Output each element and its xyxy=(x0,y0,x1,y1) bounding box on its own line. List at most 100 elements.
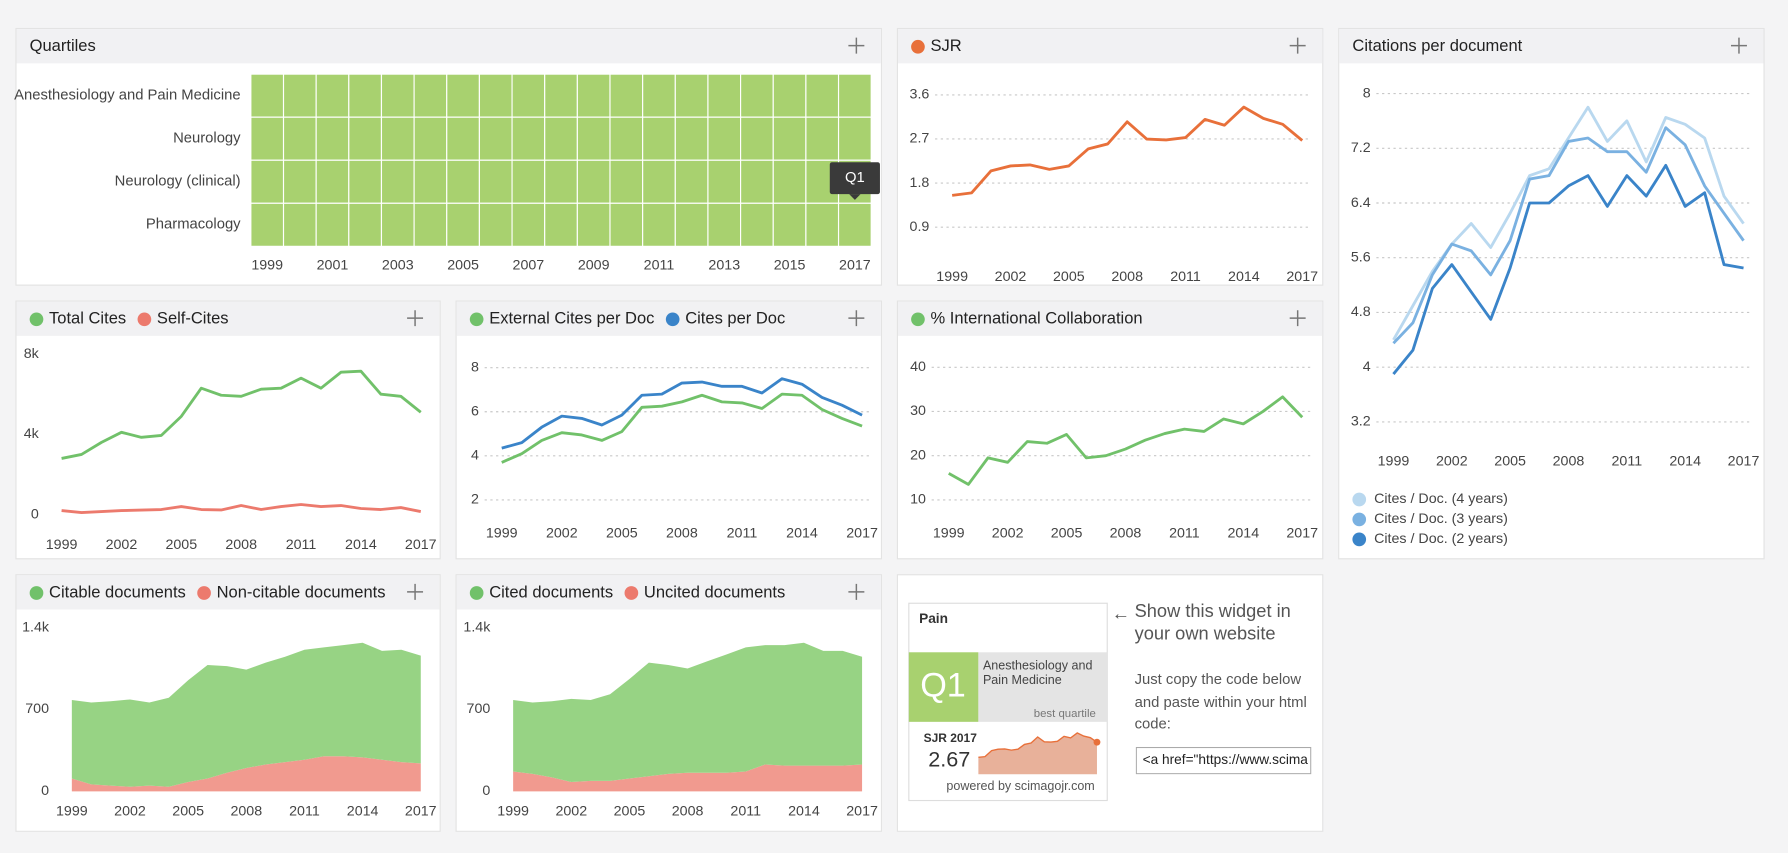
legend-label: Self-Cites xyxy=(157,309,229,328)
heat-cell xyxy=(837,116,872,161)
heat-cell xyxy=(740,159,774,204)
tooltip-text: Q1 xyxy=(845,170,865,186)
x-tick-label: 2005 xyxy=(614,804,646,820)
legend-swatch xyxy=(665,312,680,327)
line-series xyxy=(61,503,422,515)
panel-header xyxy=(1339,29,1764,64)
expand-icon xyxy=(848,37,865,54)
heat-cell xyxy=(250,159,285,204)
area-series xyxy=(513,764,863,792)
x-tick-label: 2005 xyxy=(1051,525,1083,541)
widget-panel: Pain Q1 Anesthesiology and Pain Medicine… xyxy=(896,574,1324,832)
y-tick-label: 5.6 xyxy=(1351,250,1371,266)
x-tick-label: 2014 xyxy=(786,525,818,541)
legend-swatch xyxy=(911,39,925,54)
x-tick-label: 2014 xyxy=(345,537,377,553)
x-tick-label: 2011 xyxy=(727,525,758,541)
x-tick-label: 2015 xyxy=(774,257,806,273)
heat-cell xyxy=(315,116,350,161)
heat-cell xyxy=(642,202,676,247)
heat-cell xyxy=(315,202,350,247)
x-tick-label: 2005 xyxy=(172,804,204,820)
x-tick-label: 2007 xyxy=(513,257,545,273)
line-series xyxy=(61,369,422,460)
y-tick-label: 0 xyxy=(482,783,490,799)
heat-cell xyxy=(544,116,578,161)
panel-title: Citations per document xyxy=(1352,36,1522,55)
heat-cell xyxy=(413,73,448,118)
x-tick-label: 2014 xyxy=(347,804,379,820)
expand-icon xyxy=(1730,37,1747,54)
x-tick-label: 2002 xyxy=(995,269,1027,285)
widget-journal: Pain xyxy=(919,611,948,626)
heat-cell xyxy=(250,73,285,118)
panel: Citable documents Non-citable documents 0 7… xyxy=(15,574,441,832)
heat-cell xyxy=(740,202,774,247)
category-wrap: Anesthesiology and Pain Medicine xyxy=(982,659,1093,688)
category-box xyxy=(978,652,1108,722)
heat-cell xyxy=(772,159,807,204)
heat-cell xyxy=(837,202,872,247)
heat-cell xyxy=(348,116,383,161)
heat-cell xyxy=(446,159,480,204)
sparkline-end xyxy=(1093,738,1101,746)
heat-cell xyxy=(413,116,448,161)
legend-swatch xyxy=(1352,532,1367,547)
heat-cell xyxy=(544,159,578,204)
x-tick-label: 2008 xyxy=(666,525,698,541)
panel-body xyxy=(896,27,1324,286)
x-tick-label: 1999 xyxy=(933,525,965,541)
line-series xyxy=(1392,126,1745,345)
x-tick-label: 2011 xyxy=(730,804,761,820)
heat-cell xyxy=(609,159,644,204)
y-tick-label: 8k xyxy=(24,346,40,362)
heat-cell xyxy=(837,73,872,118)
heat-cell xyxy=(315,159,350,204)
x-tick-label: 2017 xyxy=(405,804,437,820)
x-tick-label: 1999 xyxy=(251,257,283,273)
x-tick-label: 2017 xyxy=(1286,269,1318,285)
x-tick-label: 2002 xyxy=(555,804,587,820)
y-tick-label: 30 xyxy=(910,403,926,419)
heat-cell xyxy=(707,159,742,204)
panel-header xyxy=(16,575,440,610)
legend-swatch xyxy=(137,312,152,327)
x-tick-label: 2002 xyxy=(114,804,146,820)
x-tick-label: 2005 xyxy=(1494,454,1526,470)
heat-cell xyxy=(740,116,774,161)
code-box[interactable]: <a href="https://www.scima xyxy=(1135,746,1312,775)
x-tick-label: 2011 xyxy=(1170,269,1201,285)
heat-cell xyxy=(380,202,415,247)
x-tick-label: 2017 xyxy=(1728,454,1760,470)
heat-cell xyxy=(282,159,317,204)
x-tick-label: 1999 xyxy=(486,525,518,541)
widget-quartile-note: best quartile xyxy=(1034,708,1096,720)
heat-cell xyxy=(446,116,480,161)
x-tick-label: 2011 xyxy=(644,257,675,273)
panel-body xyxy=(1338,27,1765,560)
instructions-wrap: Just copy the code below and paste withi… xyxy=(1134,670,1307,733)
widget-heading: Show this widget in your own website xyxy=(1134,602,1291,645)
panel-body xyxy=(15,300,441,560)
heat-cell xyxy=(478,73,513,118)
legend-swatch xyxy=(911,312,925,327)
heat-cell xyxy=(380,116,415,161)
x-tick-label: 2005 xyxy=(1053,269,1085,285)
widget-category: Anesthesiology and Pain Medicine xyxy=(982,659,1093,688)
y-category-label: Neurology xyxy=(173,131,241,147)
y-tick-label: 0 xyxy=(41,783,49,799)
widget-arrow: ← xyxy=(1112,602,1130,623)
legend-label: % International Collaboration xyxy=(930,309,1142,328)
heat-cell xyxy=(576,73,611,118)
x-tick-label: 2014 xyxy=(1228,269,1260,285)
widget-instructions: Just copy the code below and paste withi… xyxy=(1134,670,1307,733)
heat-cell xyxy=(380,73,415,118)
y-tick-label: 4.8 xyxy=(1351,304,1371,320)
panel: % International Collaboration 10 20 30 40 199… xyxy=(896,300,1324,560)
heat-cell xyxy=(511,116,546,161)
x-tick-label: 2009 xyxy=(578,257,610,273)
x-tick-label: 1999 xyxy=(1378,454,1410,470)
x-tick-label: 2011 xyxy=(1612,454,1643,470)
heat-cell xyxy=(674,202,709,247)
y-tick-label: 2 xyxy=(471,492,479,508)
